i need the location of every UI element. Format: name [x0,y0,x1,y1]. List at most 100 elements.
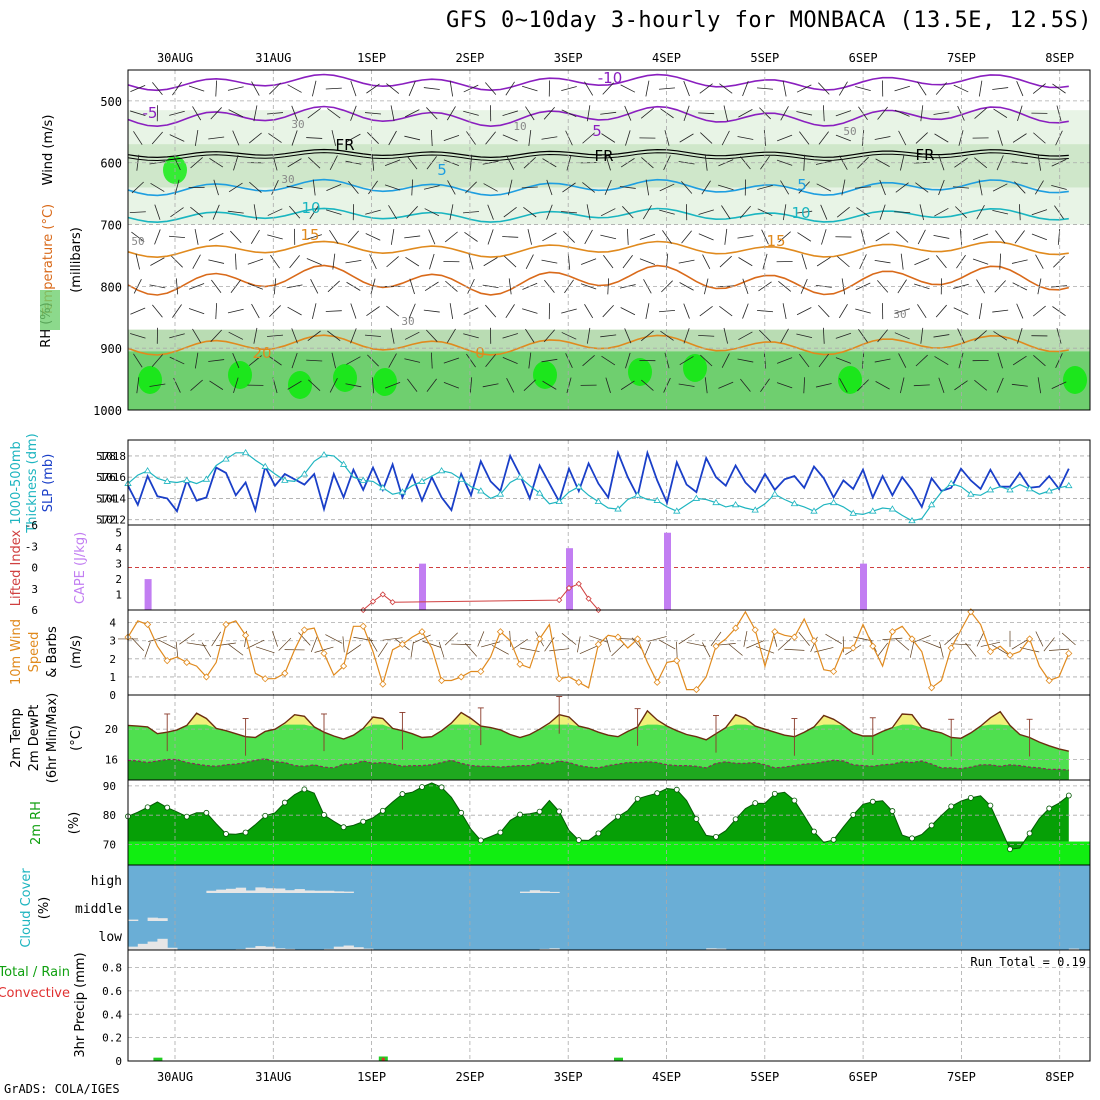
wind-barb [429,253,435,270]
wind-barb [251,303,260,319]
cloud-low-bar [128,946,139,950]
wind-barb [172,81,182,96]
wind-speed-marker [477,667,485,676]
wind-barb-10m [922,640,941,649]
wind-barb [699,305,713,317]
wind-barb [678,259,695,264]
wind-barb [169,333,185,339]
wind-barb [664,352,670,369]
precip-total-bar [153,1057,163,1061]
wind-barb [660,108,674,119]
wind-barb [194,130,199,146]
wind-barb [698,233,714,241]
wind-speed-marker [320,649,328,657]
wind-barb [835,110,852,117]
wind-barb-10m [255,646,275,654]
temp-contour-20 [127,334,1069,356]
wind-barb [325,87,342,90]
wind-barb [407,378,418,392]
rh2m-marker [791,797,798,804]
wind-barb [702,254,711,269]
rh2m-marker [987,802,994,809]
upper-air-ylabel-temp: Temperature (°C) [41,204,56,317]
wind-barb [365,233,381,241]
rh2m-marker [360,818,367,825]
thickness-marker [653,496,661,503]
date-tick-label-bottom: 30AUG [157,1070,193,1084]
lifted-index-marker [585,595,592,602]
wind-barb [192,328,202,343]
wind-barb [508,179,513,196]
temp-ylabel-1-part: 2m Temp [9,708,24,768]
slp-frame [127,439,1091,526]
wind-barb-10m [944,632,959,646]
wind-barb [933,234,950,239]
thickness-marker [418,477,426,484]
date-tick-label-top: 8SEP [1045,51,1074,65]
slp-tick-label: 1012 [100,514,127,527]
rh2m-marker [1046,805,1053,812]
wind-barb [234,253,237,270]
rh-high-blob [288,371,312,399]
wind-barb-10m [201,642,212,658]
wind-barb [721,205,731,220]
wind-barb [266,112,284,115]
wind-barb [818,131,829,145]
date-tick-label-bottom: 8SEP [1045,1070,1074,1084]
wind-barb [778,281,792,292]
wind-barb-10m [444,632,458,646]
thickness-ylabel-1: 1000-500mb [9,441,24,525]
wind-barb [152,82,163,96]
wind-barb [469,377,473,394]
wind-barb-10m [310,636,318,653]
wind-barb [915,354,928,367]
wind-barb-10m [965,642,977,657]
wind-tick-label: 4 [109,617,116,630]
wind-barb [934,356,949,366]
cape-bar [664,532,671,610]
precip-tick-label: 0 [115,1055,122,1068]
wind-barb [251,81,260,96]
wind-barb [997,130,1003,146]
wind-barb [483,183,498,192]
wind-barb [485,82,497,95]
thickness-marker [751,506,759,513]
cloud-bg [128,865,1090,950]
wind-barb [502,110,518,116]
wind-barb-10m [549,648,570,652]
lifted-tick-label: -3 [25,540,38,553]
wind-barb [129,211,146,213]
wind-barb [215,303,218,320]
wind-speed-marker [1026,635,1034,643]
wind-barb [938,377,945,393]
wind-speed-marker [614,633,622,641]
wind-barb-10m [912,634,931,643]
cloud-high-bar [520,891,531,893]
wind-barb [742,303,749,319]
wind-barb [291,130,298,146]
wind-barb [228,182,243,193]
wind-barb [778,231,791,243]
wind-barb [287,380,302,390]
wind-barb-10m [939,641,944,658]
wind-barb [625,130,631,146]
wind-speed-marker [438,676,446,685]
wind-barb-10m [298,632,311,646]
wind-barb [169,134,185,142]
rh-contour-label: 50 [131,235,144,248]
rh2m-marker [693,816,700,822]
lifted-ylabel: Lifted Index [9,529,24,606]
wind-barb [877,106,888,120]
wind-frame [127,609,1091,696]
wind-barb [992,209,1009,215]
wind-barb [993,108,1008,118]
thickness-marker [908,516,916,524]
wind-barb [761,229,769,245]
cape-frame [127,524,1091,611]
wind-barb [624,105,632,121]
wind-barb-10m [589,635,608,643]
rh2m-marker [556,808,563,815]
wind-barb [780,106,789,121]
wind-barb [640,107,654,119]
rh2m-marker [340,824,347,831]
